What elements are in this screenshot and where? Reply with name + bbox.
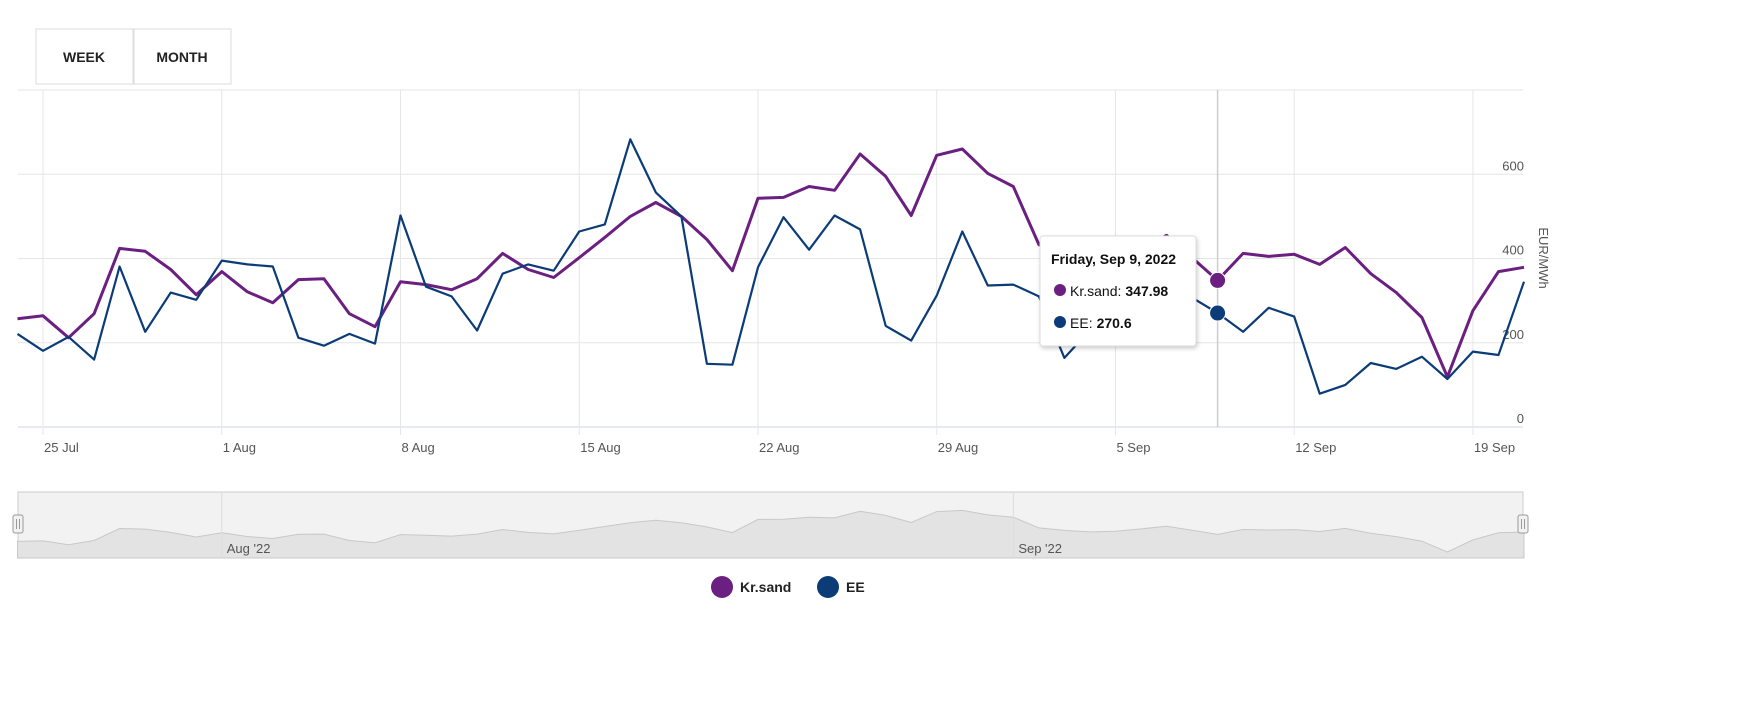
legend-label[interactable]: EE bbox=[846, 579, 865, 595]
x-tick-label: 1 Aug bbox=[223, 440, 256, 455]
x-tick-label: 19 Sep bbox=[1474, 440, 1515, 455]
navigator-handle[interactable] bbox=[1517, 514, 1529, 534]
month-button-label[interactable]: MONTH bbox=[156, 49, 207, 65]
x-tick-label: 8 Aug bbox=[402, 440, 435, 455]
tooltip-dot bbox=[1054, 316, 1066, 328]
x-tick-label: 15 Aug bbox=[580, 440, 621, 455]
week-button-label[interactable]: WEEK bbox=[63, 49, 105, 65]
tooltip-separator: : bbox=[1117, 283, 1121, 299]
month-button[interactable] bbox=[133, 28, 232, 85]
navigator-handle[interactable] bbox=[12, 514, 24, 534]
week-button[interactable] bbox=[35, 28, 134, 85]
legend-dot[interactable] bbox=[817, 576, 839, 598]
x-tick-label: 25 Jul bbox=[44, 440, 79, 455]
hover-marker bbox=[1209, 271, 1227, 289]
y-tick-label: 0 bbox=[1517, 411, 1524, 426]
series-line bbox=[16, 138, 1526, 395]
legend-dot[interactable] bbox=[711, 576, 733, 598]
x-tick-label: 5 Sep bbox=[1116, 440, 1150, 455]
series-line bbox=[17, 147, 1525, 379]
tooltip-dot bbox=[1054, 284, 1066, 296]
tooltip-row: Kr.sand: 347.98 bbox=[1070, 283, 1168, 299]
legend-label[interactable]: Kr.sand bbox=[740, 579, 791, 595]
y-axis-title: EUR/MWh bbox=[1536, 227, 1551, 288]
y-tick-label: 600 bbox=[1502, 158, 1524, 173]
tooltip-box bbox=[1039, 235, 1197, 347]
tooltip-value: 270.6 bbox=[1097, 315, 1132, 331]
x-tick-label: 12 Sep bbox=[1295, 440, 1336, 455]
tooltip-series-name: EE bbox=[1070, 315, 1089, 331]
navigator-label: Sep '22 bbox=[1018, 541, 1062, 556]
navigator-label: Aug '22 bbox=[227, 541, 271, 556]
x-tick-label: 22 Aug bbox=[759, 440, 800, 455]
tooltip-series-name: Kr.sand bbox=[1070, 283, 1117, 299]
x-tick-label: 29 Aug bbox=[938, 440, 979, 455]
legend: Kr.sand EE bbox=[711, 576, 865, 598]
navigator: Aug '22 Sep '22 bbox=[12, 491, 1529, 559]
tooltip-value: 347.98 bbox=[1125, 283, 1168, 299]
tooltip-row: EE: 270.6 bbox=[1070, 315, 1132, 331]
navigator-area bbox=[17, 509, 1525, 559]
y-tick-label: 400 bbox=[1502, 243, 1524, 258]
lines bbox=[16, 90, 1526, 427]
hover-marker bbox=[1209, 304, 1227, 322]
tooltip-separator: : bbox=[1089, 315, 1093, 331]
tooltip-title: Friday, Sep 9, 2022 bbox=[1051, 251, 1176, 267]
